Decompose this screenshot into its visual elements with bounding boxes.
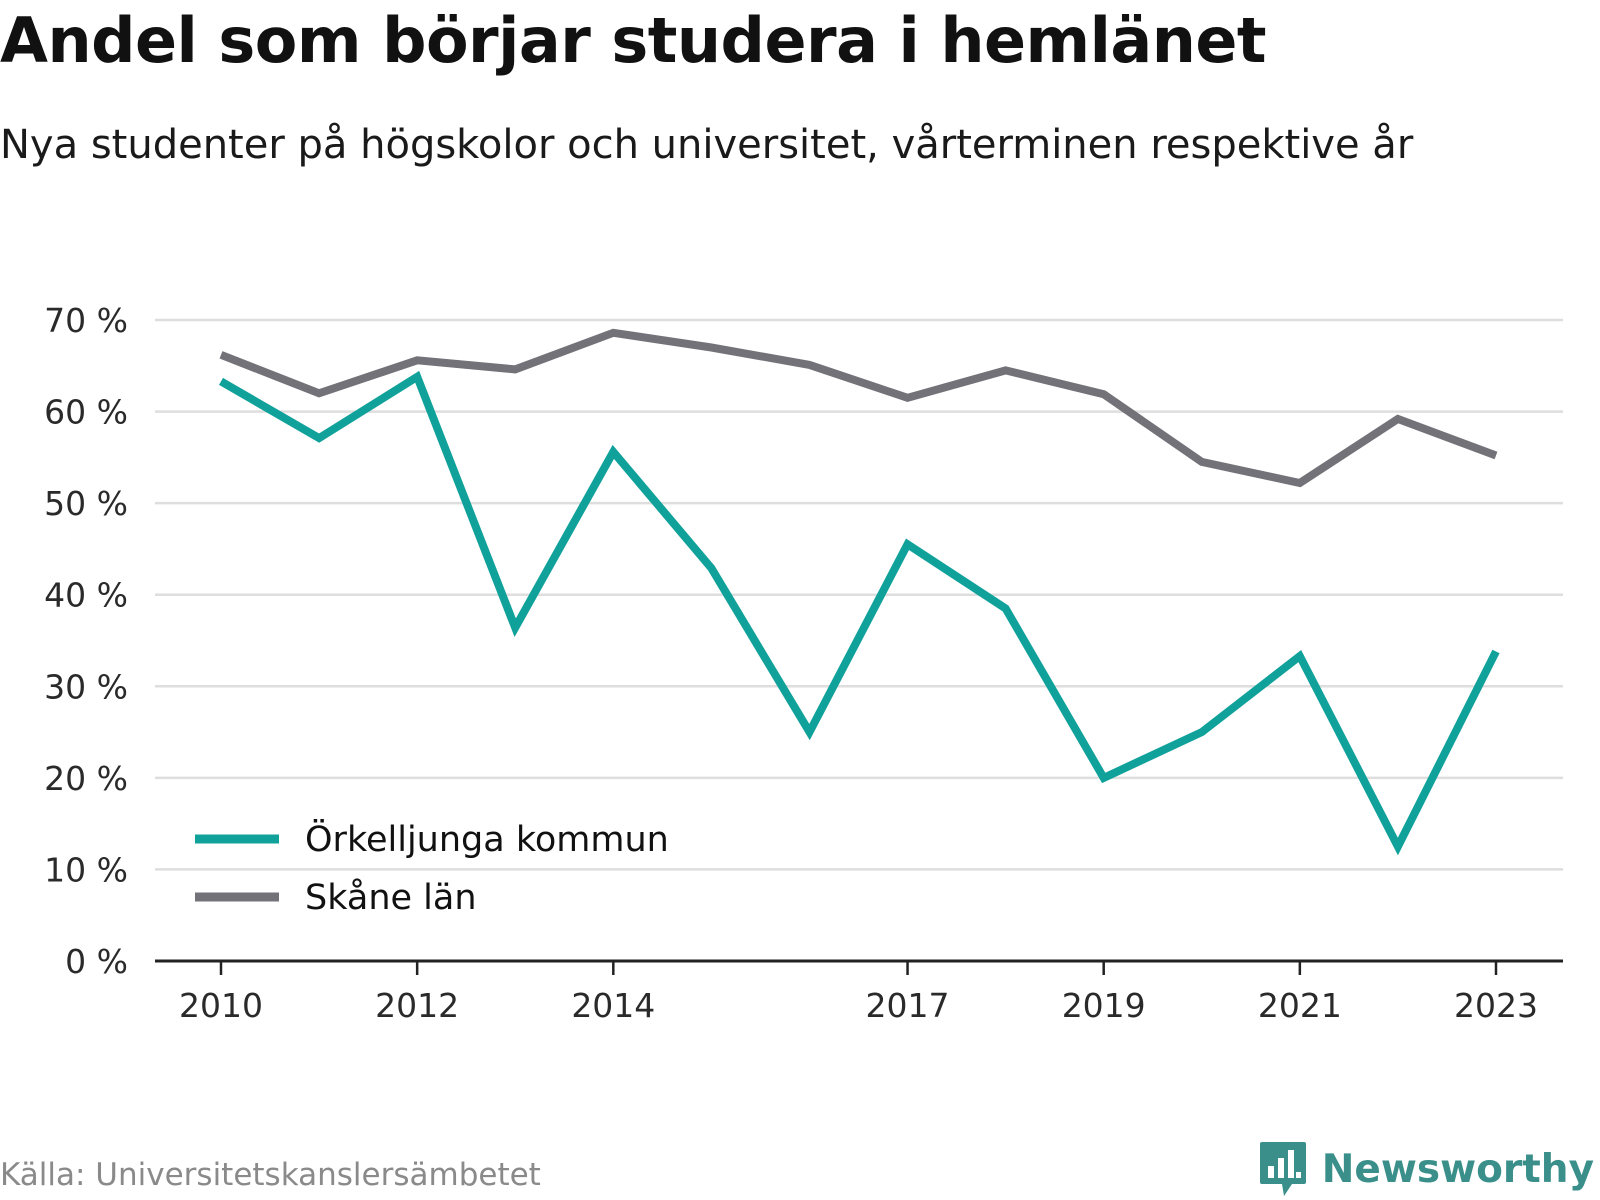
- x-tick-label: 2017: [866, 986, 950, 1025]
- x-axis-ticks: 2010 2012 2014 2017 2019 2021 2023: [179, 961, 1538, 1025]
- x-tick-label: 2012: [375, 986, 459, 1025]
- y-tick-label: 40 %: [44, 576, 128, 615]
- x-tick-label: 2010: [179, 986, 263, 1025]
- grid-lines: [155, 318, 1563, 871]
- x-tick-label: 2021: [1258, 986, 1342, 1025]
- x-tick-label: 2014: [571, 986, 655, 1025]
- bar-chart-speech-bubble-icon: [1259, 1142, 1306, 1196]
- series-line-orkelljunga: [218, 370, 1500, 856]
- y-tick-label: 10 %: [44, 850, 128, 889]
- y-tick-label: 0 %: [65, 942, 128, 981]
- series-lines: [218, 328, 1500, 856]
- source-note: Källa: Universitetskanslersämbetet: [0, 1157, 541, 1193]
- x-tick-label: 2019: [1062, 986, 1146, 1025]
- x-tick-label: 2023: [1454, 986, 1538, 1025]
- legend-background: [180, 800, 700, 868]
- y-tick-label: 60 %: [44, 393, 128, 432]
- chart-title: Andel som börjar studera i hemlänet: [0, 4, 1267, 77]
- legend: Örkelljunga kommun Skåne län: [180, 800, 700, 918]
- brand-logo: Newsworthy: [1258, 1140, 1594, 1198]
- y-tick-label: 70 %: [44, 301, 128, 340]
- legend-label-orkelljunga: Örkelljunga kommun: [305, 818, 669, 860]
- line-chart: 0 % 10 % 20 % 30 % 40 % 50 % 60 % 70 % 2010 2012…: [44, 301, 1563, 1025]
- brand-name: Newsworthy: [1321, 1146, 1594, 1192]
- chart-subtitle: Nya studenter på högskolor och universit…: [0, 122, 1414, 168]
- y-tick-label: 50 %: [44, 484, 128, 523]
- legend-label-skane: Skåne län: [305, 877, 477, 918]
- y-tick-label: 20 %: [44, 759, 128, 798]
- y-axis-ticks: 0 % 10 % 20 % 30 % 40 % 50 % 60 % 70 %: [44, 301, 128, 981]
- series-line-skane: [219, 328, 1498, 488]
- y-tick-label: 30 %: [44, 667, 128, 706]
